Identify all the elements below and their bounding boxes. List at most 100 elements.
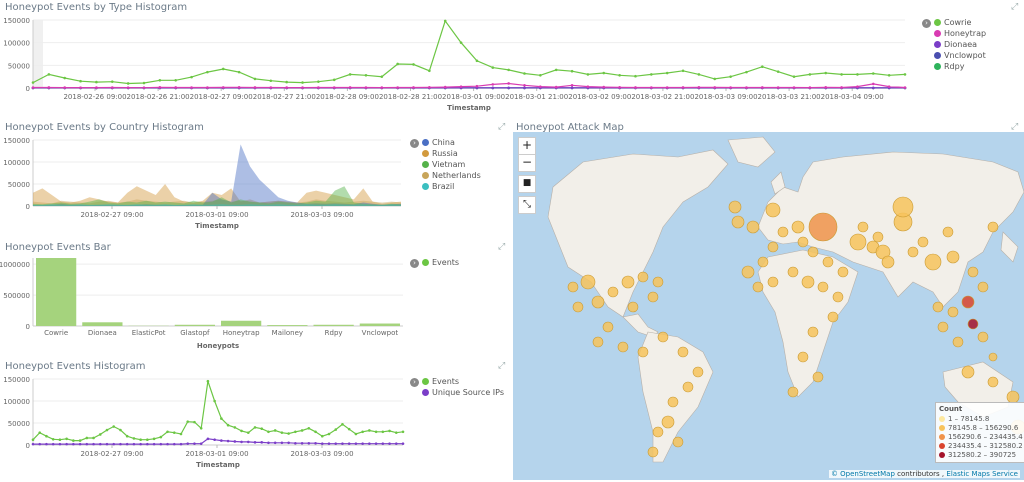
point-dionaea <box>491 86 495 90</box>
x-tick-label: 2018-02-27 09:00 <box>80 450 143 458</box>
map-legend-title: Count <box>939 405 963 413</box>
attack-bubble <box>741 265 755 279</box>
point-unique-source-ips <box>354 442 358 445</box>
attack-bubble <box>827 311 839 323</box>
legend-item[interactable]: Brazil <box>422 181 481 192</box>
country-histogram-chart[interactable]: 150000 100000 50000 0 2018-02-27 09:00 2018-0… <box>0 132 408 250</box>
x-tick-label: Vnclowpot <box>362 329 399 337</box>
legend-swatch <box>934 63 941 70</box>
legend-item[interactable]: Unique Source IPs <box>422 387 504 398</box>
legend-item[interactable]: Events <box>422 257 459 268</box>
point-events <box>253 426 257 429</box>
legend-item[interactable]: Events <box>422 376 504 387</box>
point-honeytrap <box>665 86 669 89</box>
attack-bubble <box>967 266 979 278</box>
draw-rectangle-icon[interactable]: ■ <box>518 175 536 193</box>
map-legend: Count 1 – 78145.8 78145.8 – 156290.6 15629… <box>935 402 1024 463</box>
legend-item[interactable]: Netherlands <box>422 170 481 181</box>
attack-map-title: Honeypot Attack Map <box>516 122 624 133</box>
expand-icon[interactable]: ⤢ <box>1011 122 1019 132</box>
legend-swatch <box>422 183 429 190</box>
legend-item[interactable]: Honeytrap <box>934 28 986 39</box>
bar <box>267 325 308 326</box>
attack-bubble <box>801 275 815 289</box>
legend-swatch <box>422 378 429 385</box>
point-honeytrap <box>491 83 495 86</box>
ems-link[interactable]: Elastic Maps Service <box>946 470 1018 478</box>
attack-bubble <box>987 221 999 233</box>
point-events <box>193 420 196 424</box>
point-unique-source-ips <box>139 442 142 446</box>
legend-item[interactable]: Dionaea <box>934 39 986 50</box>
point-honeytrap <box>634 86 637 89</box>
point-cowrie <box>253 77 257 81</box>
expand-icon[interactable]: ⤢ <box>498 361 506 371</box>
point-events <box>105 428 109 432</box>
attack-bubble <box>567 281 579 293</box>
legend-item[interactable]: Rdpy <box>934 61 986 72</box>
type-histogram-title: Honeypot Events by Type Histogram <box>5 2 188 13</box>
y-tick-label: 1000000 <box>0 261 30 269</box>
zoom-out-button[interactable]: − <box>518 154 536 172</box>
osm-link[interactable]: © OpenStreetMap <box>830 470 895 478</box>
legend-toggle-icon[interactable]: › <box>410 259 419 268</box>
legend-item[interactable]: Russia <box>422 148 481 159</box>
attack-bubble <box>617 341 629 353</box>
legend-item[interactable]: Vnclowpot <box>934 50 986 61</box>
y-tick-label: 150000 <box>3 137 30 145</box>
attack-bubble <box>817 281 829 293</box>
map-legend-label: 312580.2 – 390725 <box>948 451 1017 459</box>
point-cowrie <box>47 73 51 76</box>
expand-icon[interactable]: ⤢ <box>1011 2 1019 12</box>
legend-label: Events <box>432 377 460 386</box>
point-honeytrap <box>840 86 843 89</box>
expand-icon[interactable]: ⤢ <box>498 122 506 132</box>
point-unique-source-ips <box>213 438 216 442</box>
legend-toggle-icon[interactable]: › <box>410 378 419 387</box>
events-histogram-chart[interactable]: 150000 100000 50000 0 2018-02-27 09:00 2018-0… <box>0 371 408 481</box>
attack-bubble <box>907 246 919 258</box>
fit-bounds-icon[interactable]: ⤡ <box>518 196 536 214</box>
legend-item[interactable]: Cowrie <box>934 17 986 28</box>
x-tick-label: 2018-02-26 21:00 <box>127 93 190 101</box>
point-unique-source-ips <box>253 441 257 444</box>
world-map[interactable] <box>513 132 1024 480</box>
point-unique-source-ips <box>320 442 324 445</box>
legend-toggle-icon[interactable]: › <box>410 139 419 148</box>
attack-bubble <box>832 291 844 303</box>
attack-bubble <box>572 301 584 313</box>
bar <box>36 258 77 326</box>
attack-bubble <box>652 426 664 438</box>
point-events <box>300 429 304 432</box>
point-cowrie <box>285 80 288 84</box>
point-honeytrap <box>174 86 177 89</box>
x-tick-label: 2018-02-27 09:00 <box>190 93 253 101</box>
point-events <box>146 438 149 442</box>
legend-item[interactable]: Vietnam <box>422 159 481 170</box>
point-cowrie <box>158 78 162 82</box>
attack-bubble <box>591 295 605 309</box>
point-honeytrap <box>887 85 891 88</box>
attack-bubble <box>872 231 884 243</box>
expand-icon[interactable]: ⤢ <box>498 242 506 252</box>
attack-bubble <box>857 221 869 233</box>
attack-bubble <box>777 226 789 238</box>
attack-bubble <box>647 446 659 458</box>
point-unique-source-ips <box>31 442 35 446</box>
line-honeytrap <box>33 82 906 89</box>
point-honeytrap <box>554 85 558 89</box>
events-bar-chart[interactable]: 1000000 500000 0 Honeypots Cowrie Dionaea Elas… <box>0 250 408 356</box>
legend-label: Russia <box>432 149 458 158</box>
point-unique-source-ips <box>92 442 95 446</box>
legend-swatch <box>934 41 941 48</box>
x-tick-label: 2018-02-28 21:00 <box>379 93 442 101</box>
map-canvas[interactable]: + − ■ ⤡ Count 1 – 78145.8 78145.8 – 15629… <box>513 132 1024 480</box>
point-unique-source-ips <box>166 442 169 446</box>
zoom-in-button[interactable]: + <box>518 137 536 155</box>
y-tick-label: 50000 <box>8 181 30 189</box>
legend-item[interactable]: China <box>422 137 481 148</box>
point-events <box>159 435 163 439</box>
legend-toggle-icon[interactable]: › <box>922 19 931 28</box>
point-honeytrap <box>79 86 82 89</box>
